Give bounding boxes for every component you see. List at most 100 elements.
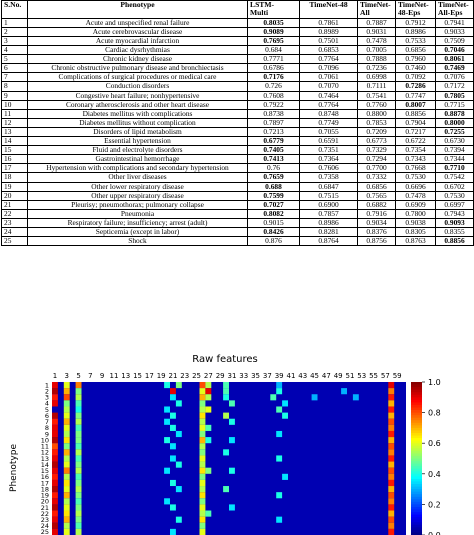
score-cell: 0.7764 bbox=[299, 99, 358, 110]
x-tick-label: 9 bbox=[100, 372, 104, 380]
heatmap-cell bbox=[205, 388, 212, 395]
y-tick-label: 11 bbox=[41, 443, 49, 451]
score-cell: 0.7912 bbox=[395, 17, 436, 28]
heatmap-cell bbox=[388, 528, 395, 535]
heatmap-cell bbox=[388, 516, 395, 523]
score-cell: 0.7027 bbox=[247, 199, 300, 210]
heatmap-cell bbox=[388, 467, 395, 474]
table-row: 19 Other lower respiratory disease 0.688 0.… bbox=[1, 181, 474, 192]
heatmap-cell bbox=[52, 418, 58, 425]
phenotype-cell: Disorders of lipid metabolism bbox=[27, 126, 248, 138]
x-tick-label: 39 bbox=[275, 372, 284, 380]
score-cell: 0.7364 bbox=[299, 154, 358, 165]
score-cell: 0.7857 bbox=[299, 208, 358, 219]
y-tick-label: 10 bbox=[41, 436, 49, 444]
y-tick-label: 23 bbox=[41, 516, 49, 524]
x-tick-label: 43 bbox=[298, 372, 307, 380]
score-cell: 0.7460 bbox=[395, 63, 436, 74]
colorbar: 0.0 0.2 0.4 0.6 0.8 1.0 bbox=[411, 378, 441, 535]
header-timenet-48-eps: TimeNet- 48-Eps bbox=[395, 0, 436, 19]
phenotype-cell: Pneumonia bbox=[27, 208, 248, 219]
x-tick-label: 23 bbox=[180, 372, 189, 380]
heatmap-cell bbox=[164, 437, 170, 444]
phenotype-cell: Pleurisy; pneumothorax; pulmonary collap… bbox=[27, 199, 248, 210]
score-cell: 0.7904 bbox=[395, 117, 436, 128]
header-sno: S.No. bbox=[1, 0, 28, 19]
row-index: 12 bbox=[1, 117, 28, 128]
heatmap-cell bbox=[205, 424, 212, 431]
heatmap-cell bbox=[199, 437, 206, 444]
score-cell: 0.7853 bbox=[357, 117, 396, 128]
heatmap-cell bbox=[170, 504, 176, 511]
heatmap-cell bbox=[199, 406, 206, 413]
colorbar-segment bbox=[411, 453, 422, 457]
heatmap-cell bbox=[199, 430, 206, 438]
score-cell: 0.8061 bbox=[435, 54, 474, 65]
score-cell: 0.7236 bbox=[357, 63, 396, 74]
x-tick-label: 35 bbox=[251, 372, 260, 380]
colorbar-segment bbox=[411, 392, 422, 396]
colorbar-tick-label: 0.2 bbox=[428, 500, 441, 509]
score-cell: 0.7960 bbox=[395, 54, 436, 65]
heatmap-cell bbox=[223, 394, 229, 401]
row-index: 7 bbox=[1, 72, 28, 83]
y-tick-label: 25 bbox=[41, 528, 49, 535]
row-index: 14 bbox=[1, 136, 28, 147]
heatmap-cell bbox=[199, 467, 206, 474]
heatmap-cell bbox=[199, 479, 206, 487]
x-tick-label: 27 bbox=[204, 372, 213, 380]
table-row: 22 Pneumonia 0.8082 0.7857 0.7916 0.7800 0.794… bbox=[1, 208, 474, 219]
colorbar-tick-label: 1.0 bbox=[428, 378, 441, 387]
heatmap-cell bbox=[199, 443, 206, 450]
heatmap-cell bbox=[63, 492, 70, 499]
heatmap-cell bbox=[63, 437, 70, 444]
score-cell: 0.7405 bbox=[247, 145, 300, 156]
score-cell: 0.7176 bbox=[247, 72, 300, 83]
colorbar-segment bbox=[411, 489, 422, 493]
score-cell: 0.7351 bbox=[299, 145, 358, 156]
score-cell: 0.8000 bbox=[435, 117, 474, 128]
phenotype-cell: Congestive heart failure; nonhypertensiv… bbox=[27, 90, 248, 101]
colorbar-segment bbox=[411, 427, 422, 431]
score-cell: 0.8756 bbox=[357, 236, 396, 247]
heatmap-cell bbox=[276, 406, 283, 413]
score-cell: 0.9038 bbox=[395, 217, 436, 228]
heatmap-cell bbox=[205, 394, 212, 401]
row-index: 20 bbox=[1, 190, 28, 201]
heatmap-cell bbox=[388, 394, 395, 401]
heatmap-cell bbox=[205, 406, 212, 413]
heatmap-cell bbox=[52, 486, 58, 493]
score-cell: 0.7343 bbox=[395, 154, 436, 165]
heatmap-cell bbox=[223, 388, 229, 395]
score-cell: 0.726 bbox=[247, 81, 300, 92]
score-cell: 0.8376 bbox=[357, 226, 396, 238]
colorbar-segment bbox=[411, 478, 422, 482]
score-cell: 0.7061 bbox=[299, 72, 358, 83]
table-row: 9 Congestive heart failure; nonhypertensi… bbox=[1, 90, 474, 101]
colorbar-segment bbox=[411, 501, 422, 505]
phenotype-cell: Conduction disorders bbox=[27, 81, 248, 92]
heatmap-cell bbox=[52, 498, 58, 505]
table-row: 15 Fluid and electrolyte disorders 0.7405 0… bbox=[1, 145, 474, 156]
row-index: 4 bbox=[1, 45, 28, 56]
heatmap-cell bbox=[175, 486, 182, 493]
x-tick-label: 25 bbox=[192, 372, 201, 380]
table-row: 4 Cardiac dysrhythmias 0.684 0.6853 0.7005 0.… bbox=[1, 45, 474, 56]
colorbar-segment bbox=[411, 410, 422, 413]
y-tick-label: 12 bbox=[41, 449, 49, 457]
x-axis-ticks: 1 3 5 7 9 11 13 15 17 19 21 23 25 27 29 31 33 35 37 39 41 43 4… bbox=[53, 372, 402, 380]
colorbar-tick-label: 0.4 bbox=[428, 470, 441, 479]
heatmap-cell bbox=[63, 382, 70, 389]
heatmap-cell bbox=[388, 382, 395, 389]
heatmap-cell bbox=[388, 437, 395, 444]
score-cell: 0.7255 bbox=[435, 126, 474, 138]
heatmap-cell bbox=[229, 437, 235, 444]
colorbar-segment bbox=[411, 448, 422, 452]
heatmap-cell bbox=[199, 528, 206, 535]
score-cell: 0.8878 bbox=[435, 108, 474, 119]
colorbar-segment bbox=[411, 455, 422, 459]
colorbar-segment bbox=[411, 466, 422, 470]
x-tick-label: 45 bbox=[310, 372, 319, 380]
row-index: 10 bbox=[1, 99, 28, 110]
x-tick-label: 19 bbox=[157, 372, 166, 380]
